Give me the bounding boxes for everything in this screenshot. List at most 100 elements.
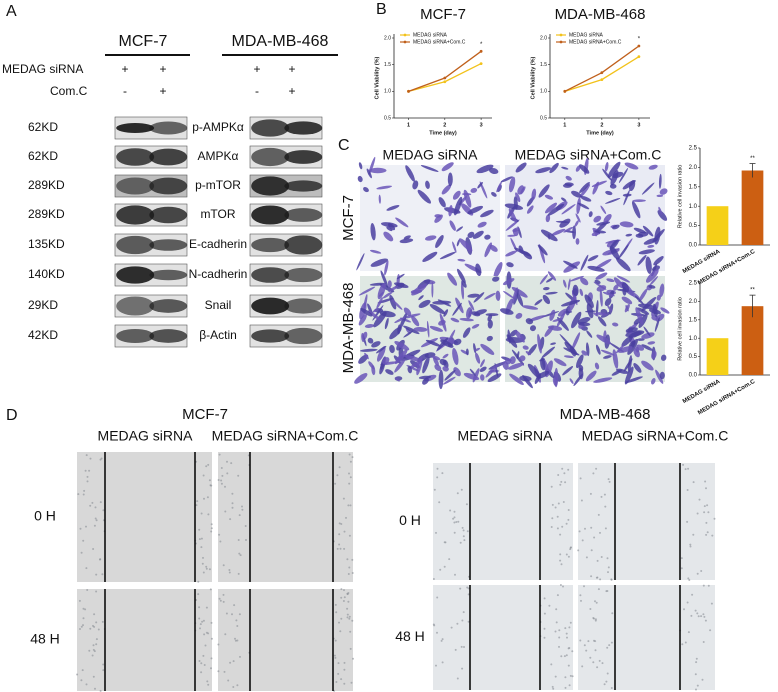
cell-texture — [687, 577, 690, 580]
cell-texture — [567, 555, 570, 558]
cell-texture — [195, 504, 198, 507]
cell-texture — [465, 503, 468, 506]
cell-texture — [225, 612, 228, 615]
stained-cell — [563, 355, 574, 359]
y-axis-label: Relative cell invasion ratio — [677, 165, 683, 229]
x-tick-label: MEDAG siRNA+Com.C — [697, 249, 757, 287]
cell-texture — [208, 568, 211, 571]
stained-cell — [416, 356, 423, 376]
cell-texture — [333, 654, 336, 657]
cell-texture — [99, 689, 102, 692]
stained-cell — [441, 184, 452, 195]
stained-cell — [576, 354, 584, 369]
stained-cell — [645, 256, 652, 274]
stained-cell — [473, 292, 485, 303]
stained-cell — [561, 166, 569, 170]
stained-cell — [515, 162, 527, 173]
stained-cell — [652, 303, 658, 318]
series-point — [479, 62, 483, 65]
cell-texture — [207, 683, 210, 686]
cell-texture — [432, 578, 435, 580]
cell-texture — [700, 570, 703, 572]
stained-cell — [441, 162, 454, 172]
cell-texture — [236, 684, 239, 687]
cell-texture — [101, 573, 104, 576]
stained-cell — [602, 168, 612, 181]
cell-texture — [559, 584, 562, 586]
cell-texture — [554, 630, 557, 633]
stained-cell — [613, 284, 619, 291]
cell-texture — [102, 663, 105, 666]
protein-name: E-cadherin — [189, 237, 247, 251]
stained-cell — [569, 378, 574, 384]
cell-texture — [703, 505, 706, 508]
stained-cell — [577, 321, 591, 327]
stained-cell — [484, 234, 491, 240]
cell-texture — [463, 646, 465, 648]
blot-band — [149, 177, 188, 195]
stained-cell — [603, 355, 612, 359]
stained-cell — [618, 244, 629, 260]
stained-cell — [604, 161, 609, 172]
stained-cell — [628, 180, 636, 192]
blot-band — [149, 206, 188, 224]
stained-cell — [636, 307, 650, 315]
cell-texture — [543, 636, 546, 639]
stained-cell — [561, 204, 576, 215]
y-tick-label: 1.0 — [384, 89, 391, 95]
cell-texture — [80, 551, 83, 554]
cell-texture — [587, 640, 590, 643]
cell-texture — [594, 649, 597, 652]
cell-texture — [704, 480, 707, 483]
cell-texture — [554, 506, 557, 509]
cell-texture — [590, 526, 593, 529]
stained-cell — [518, 245, 524, 254]
cell-texture — [335, 681, 338, 683]
stained-cell — [426, 320, 430, 338]
blot-band — [116, 148, 155, 166]
scratch-image — [218, 452, 353, 582]
stained-cell — [508, 208, 517, 223]
stained-cell — [358, 314, 367, 326]
stained-cell — [612, 171, 624, 179]
micrograph — [360, 165, 500, 271]
stained-cell — [585, 370, 597, 382]
cell-texture — [83, 489, 86, 492]
band-size: 62KD — [28, 120, 58, 134]
cell-texture — [561, 525, 564, 528]
band-size: 42KD — [28, 328, 58, 342]
stained-cell — [612, 322, 619, 327]
cell-texture — [702, 613, 705, 616]
cell-texture — [453, 531, 456, 534]
stained-cell — [457, 258, 466, 262]
stained-cell — [562, 366, 574, 376]
blot-band — [251, 237, 290, 253]
stained-cell — [599, 289, 603, 307]
cell-texture — [199, 627, 201, 630]
stained-cell — [655, 369, 664, 384]
stained-cell — [434, 214, 442, 218]
stained-cell — [438, 369, 444, 390]
stained-cell — [643, 326, 651, 337]
stained-cell — [395, 217, 409, 228]
stained-cell — [442, 353, 449, 359]
stained-cell — [403, 330, 414, 338]
stained-cell — [525, 318, 534, 325]
stained-cell — [493, 262, 503, 279]
stained-cell — [438, 197, 446, 208]
cell-texture — [603, 683, 606, 686]
stained-cell — [553, 358, 567, 367]
cell-texture — [599, 531, 601, 534]
cell-texture — [338, 466, 341, 469]
blot-band — [284, 180, 323, 192]
stained-cell — [359, 348, 378, 352]
cell-texture — [462, 535, 465, 538]
cell-texture — [340, 678, 343, 681]
cell-texture — [556, 594, 559, 597]
cell-texture — [221, 474, 224, 477]
cell-texture — [86, 475, 89, 478]
cell-texture — [92, 675, 95, 678]
cell-texture — [563, 655, 566, 658]
cell-texture — [456, 622, 459, 625]
